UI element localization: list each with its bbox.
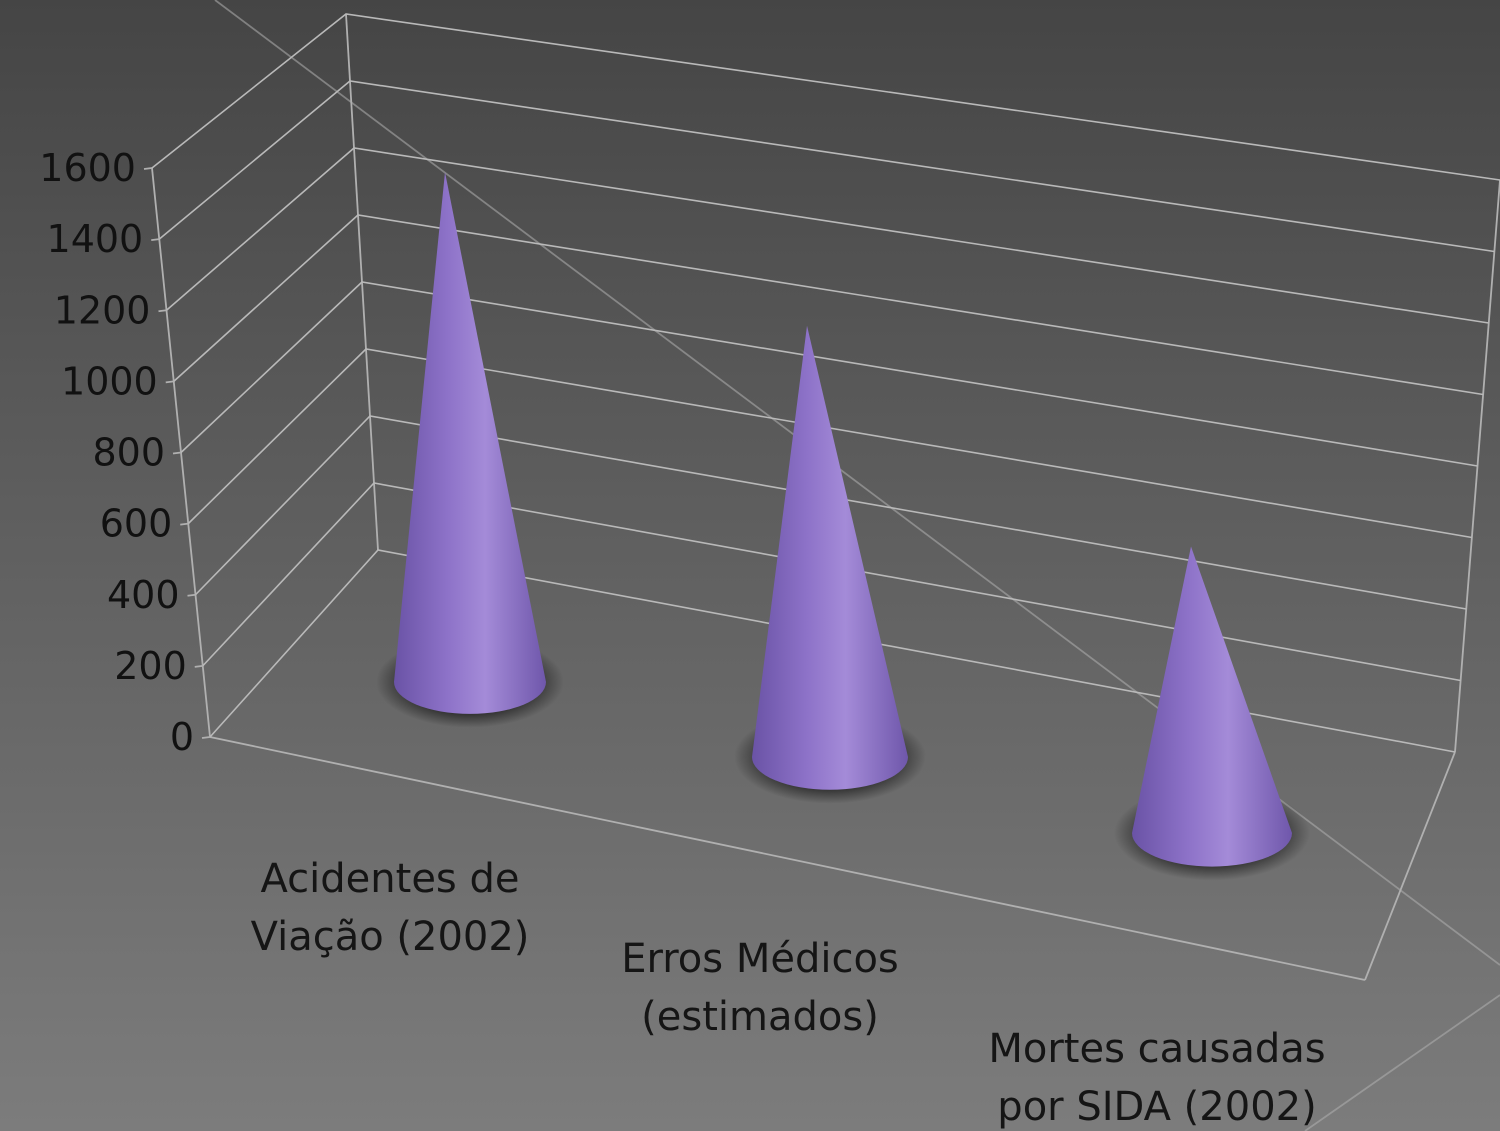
y-tick-mark: [165, 380, 174, 384]
gridline: [209, 549, 1456, 753]
y-tick-label: 600: [100, 502, 173, 546]
y-tick-label: 200: [114, 644, 187, 688]
cone-body: [752, 325, 908, 790]
y-tick-mark: [194, 664, 203, 668]
y-tick-mark: [172, 451, 182, 455]
y-tick-mark: [143, 167, 153, 170]
wall-seam: [214, 0, 1500, 966]
y-tick-mark: [187, 593, 196, 597]
y-tick-label: 0: [170, 715, 194, 759]
y-tick-label: 1600: [39, 146, 136, 190]
y-tick-label: 1000: [61, 359, 158, 403]
gridline: [165, 147, 1489, 324]
category-labels: Acidentes de Viação (2002) Erros Médicos (e…: [251, 856, 1326, 1130]
gridline: [158, 80, 1495, 253]
cone-bar: [734, 325, 926, 804]
cone-series: [376, 172, 1310, 881]
cone-body: [394, 172, 546, 714]
floor-front-edge: [209, 736, 1366, 981]
category-label: Acidentes de: [261, 856, 520, 902]
y-tick-label: 400: [107, 573, 180, 617]
gridline: [151, 13, 1500, 181]
gridline: [194, 415, 1467, 610]
y-tick-label: 1400: [47, 217, 144, 261]
gridline: [187, 348, 1473, 539]
cone-body: [1132, 546, 1292, 867]
category-label: Erros Médicos: [621, 936, 899, 982]
category-label: por SIDA (2002): [997, 1084, 1316, 1130]
category-label: Viação (2002): [251, 914, 530, 960]
y-tick-label: 1200: [54, 288, 151, 332]
y-tick-label: 800: [92, 431, 165, 475]
y-tick-mark: [201, 736, 211, 739]
gridline: [173, 214, 1484, 396]
gridline: [202, 482, 1461, 682]
floor-right-edge: [1364, 751, 1456, 981]
y-tick-mark: [151, 238, 160, 242]
y-tick-mark: [158, 309, 167, 313]
y-axis-tick-labels: 0 200 400 600 800 1000 1200 1400 1600: [39, 146, 211, 759]
category-label: (estimados): [641, 994, 879, 1040]
category-label: Mortes causadas: [988, 1026, 1325, 1072]
gridline: [180, 281, 1478, 467]
cone-bar: [1114, 546, 1310, 881]
cone-bar: [376, 172, 564, 728]
floor-seam: [1304, 994, 1500, 1131]
y-tick-mark: [180, 522, 189, 526]
gridlines: [151, 13, 1500, 753]
